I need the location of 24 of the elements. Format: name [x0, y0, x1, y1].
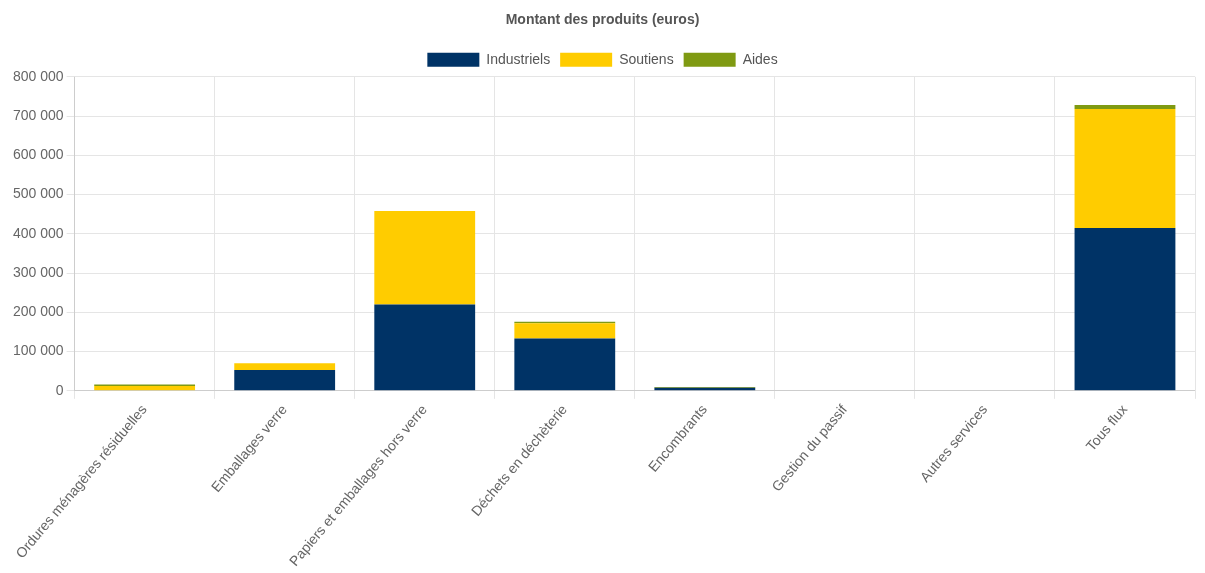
y-tick-label: 300 000 — [13, 263, 64, 280]
y-tick-label: 600 000 — [13, 146, 64, 163]
bar — [374, 304, 476, 391]
bar — [1074, 105, 1176, 109]
y-tick-label: 800 000 — [13, 67, 64, 84]
chart-title: Montant des produits (euros) — [505, 11, 700, 28]
legend-label: Soutiens — [619, 50, 674, 67]
bar — [1074, 227, 1176, 391]
legend-label: Aides — [742, 50, 778, 67]
y-tick-label: 100 000 — [13, 342, 64, 359]
y-tick-label: 400 000 — [13, 224, 64, 241]
bar — [374, 211, 476, 305]
y-tick-label: 700 000 — [13, 106, 64, 123]
y-tick-label: 500 000 — [13, 185, 64, 202]
bar — [234, 370, 336, 391]
bar — [234, 363, 336, 371]
x-tick-label: Tous flux — [1082, 401, 1131, 454]
legend-label: Industriels — [486, 50, 551, 67]
y-tick-label: 0 — [55, 381, 64, 398]
bar — [94, 386, 196, 391]
bar — [514, 338, 616, 391]
bar — [514, 323, 616, 339]
y-tick-label: 200 000 — [13, 303, 64, 320]
bar — [1074, 108, 1176, 228]
